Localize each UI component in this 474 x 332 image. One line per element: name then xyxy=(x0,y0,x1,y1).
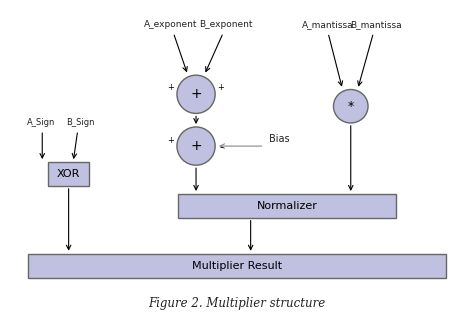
Text: +: + xyxy=(218,83,225,92)
Text: A_Sign: A_Sign xyxy=(27,118,55,127)
Ellipse shape xyxy=(177,127,215,165)
Text: B_mantissa: B_mantissa xyxy=(350,20,401,29)
Text: B_exponent: B_exponent xyxy=(199,20,252,29)
Ellipse shape xyxy=(334,90,368,123)
Text: A_mantissa: A_mantissa xyxy=(302,20,354,29)
Text: Multiplier Result: Multiplier Result xyxy=(192,261,282,271)
Text: +: + xyxy=(190,139,202,153)
Text: XOR: XOR xyxy=(57,169,80,179)
Text: +: + xyxy=(168,135,174,145)
Text: +: + xyxy=(190,87,202,101)
Text: Figure 2. Multiplier structure: Figure 2. Multiplier structure xyxy=(148,297,326,310)
Text: Normalizer: Normalizer xyxy=(256,201,318,211)
Ellipse shape xyxy=(177,75,215,114)
FancyBboxPatch shape xyxy=(178,194,396,218)
Text: +: + xyxy=(168,83,174,92)
Text: *: * xyxy=(347,100,354,113)
Text: -: - xyxy=(219,142,223,152)
Text: Bias: Bias xyxy=(269,134,290,144)
FancyBboxPatch shape xyxy=(27,254,447,278)
Text: B_Sign: B_Sign xyxy=(66,118,94,127)
FancyBboxPatch shape xyxy=(48,162,89,186)
Text: A_exponent: A_exponent xyxy=(144,20,198,29)
